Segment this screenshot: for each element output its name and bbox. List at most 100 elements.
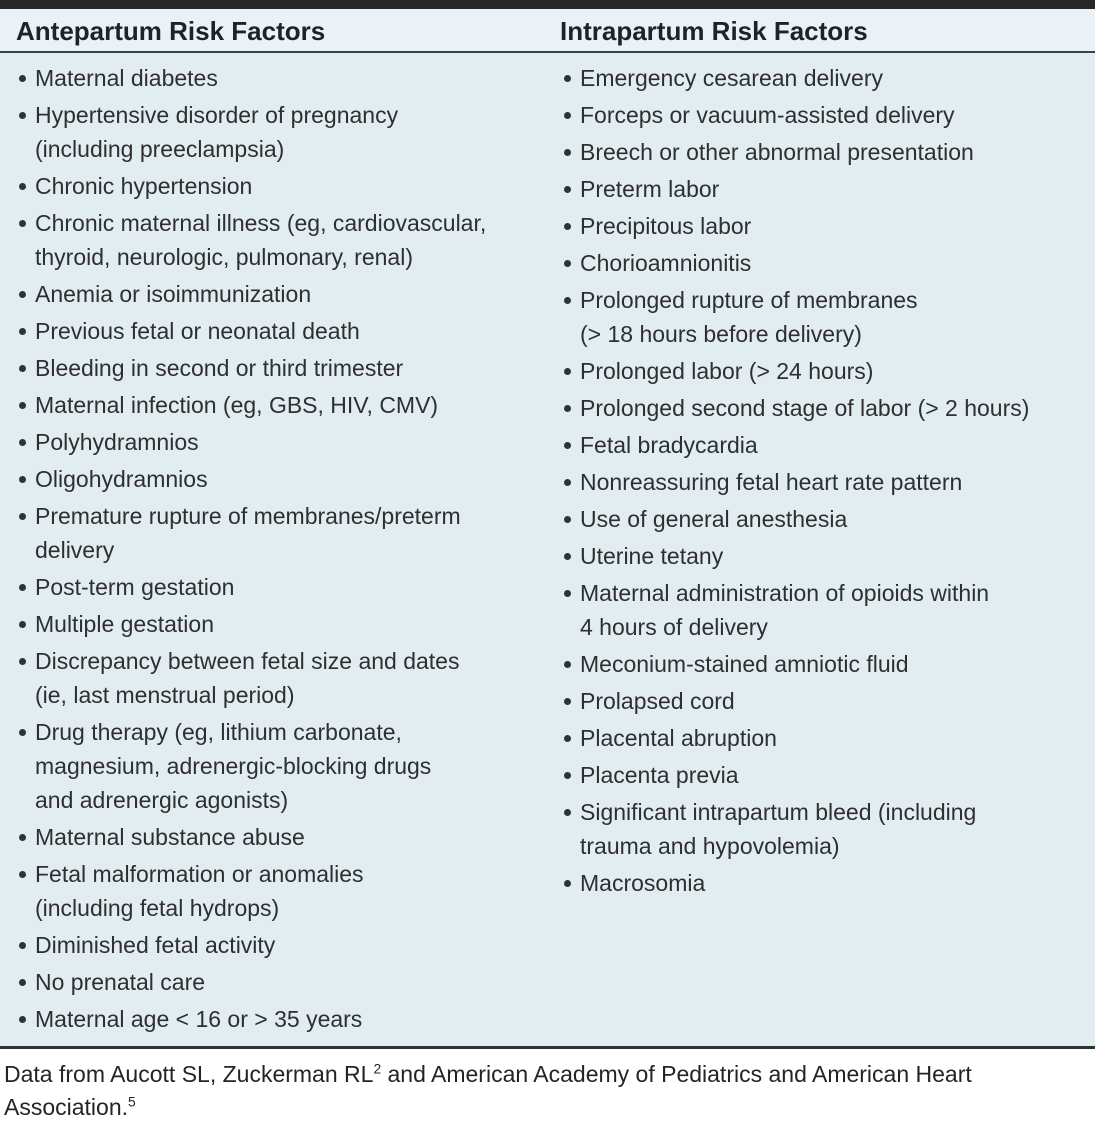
bullet-icon	[19, 291, 26, 298]
risk-factor-item: Prolonged rupture of membranes (> 18 hou…	[559, 283, 1088, 351]
antepartum-column-header: Antepartum Risk Factors	[16, 16, 326, 46]
bullet-icon	[564, 809, 571, 816]
risk-factor-text: Diminished fetal activity	[35, 932, 276, 958]
risk-factor-item: Macrosomia	[559, 866, 1088, 900]
risk-factor-item: Maternal diabetes	[14, 61, 541, 95]
risk-factor-text: Placental abruption	[580, 725, 777, 751]
bullet-icon	[564, 368, 571, 375]
risk-factor-text: Preterm labor	[580, 176, 720, 202]
risk-factor-item: Meconium-stained amniotic fluid	[559, 647, 1088, 681]
intrapartum-column-header: Intrapartum Risk Factors	[560, 16, 868, 46]
risk-factor-item: Premature rupture of membranes/preterm d…	[14, 499, 541, 567]
risk-factor-text: Breech or other abnormal presentation	[580, 139, 974, 165]
risk-factor-text: Macrosomia	[580, 870, 706, 896]
risk-factor-item: Bleeding in second or third trimester	[14, 351, 541, 385]
bullet-icon	[19, 1016, 26, 1023]
risk-factor-item: Prolonged second stage of labor (> 2 hou…	[559, 391, 1088, 425]
risk-factor-item: Multiple gestation	[14, 607, 541, 641]
risk-factor-text: Maternal infection (eg, GBS, HIV, CMV)	[35, 392, 439, 418]
bullet-icon	[19, 942, 26, 949]
risk-factor-text: Precipitous labor	[580, 213, 752, 239]
bullet-icon	[19, 75, 26, 82]
bullet-icon	[564, 442, 571, 449]
footnote-reference-2: 2	[373, 1061, 382, 1077]
risk-factor-text: No prenatal care	[35, 969, 206, 995]
risk-factor-text: Previous fetal or neonatal death	[35, 318, 360, 344]
bullet-icon	[564, 553, 571, 560]
table-body: Maternal diabetes Hypertensive disorder o…	[0, 53, 1095, 1046]
bullet-icon	[564, 880, 571, 887]
bullet-icon	[564, 186, 571, 193]
risk-factor-text: Placenta previa	[580, 762, 739, 788]
risk-factor-item: Forceps or vacuum-assisted delivery	[559, 98, 1088, 132]
bullet-icon	[564, 516, 571, 523]
risk-factor-item: Oligohydramnios	[14, 462, 541, 496]
risk-factor-text: Maternal age < 16 or > 35 years	[35, 1006, 363, 1032]
risk-factor-text: Polyhydramnios	[35, 429, 199, 455]
risk-factor-item: Polyhydramnios	[14, 425, 541, 459]
antepartum-risk-list: Maternal diabetes Hypertensive disorder o…	[0, 61, 547, 1036]
risk-factor-text: Prolonged rupture of membranes (> 18 hou…	[580, 287, 918, 347]
risk-factor-text: Use of general anesthesia	[580, 506, 848, 532]
risk-factor-text: Drug therapy (eg, lithium carbonate, mag…	[35, 719, 432, 813]
risk-factor-text: Uterine tetany	[580, 543, 724, 569]
bullet-icon	[564, 661, 571, 668]
risk-factor-text: Forceps or vacuum-assisted delivery	[580, 102, 955, 128]
risk-factor-item: Previous fetal or neonatal death	[14, 314, 541, 348]
bullet-icon	[19, 220, 26, 227]
intrapartum-column: Emergency cesarean delivery Forceps or va…	[547, 61, 1094, 1046]
risk-factor-item: Maternal age < 16 or > 35 years	[14, 1002, 541, 1036]
risk-factor-item: Uterine tetany	[559, 539, 1088, 573]
risk-factor-item: Post-term gestation	[14, 570, 541, 604]
risk-factor-item: Drug therapy (eg, lithium carbonate, mag…	[14, 715, 541, 817]
risk-factor-text: Maternal diabetes	[35, 65, 218, 91]
risk-factor-item: Significant intrapartum bleed (including…	[559, 795, 1088, 863]
risk-factor-item: Maternal infection (eg, GBS, HIV, CMV)	[14, 388, 541, 422]
risk-factor-text: Anemia or isoimmunization	[35, 281, 312, 307]
risk-factor-item: Chronic maternal illness (eg, cardiovasc…	[14, 206, 541, 274]
intrapartum-risk-list: Emergency cesarean delivery Forceps or va…	[547, 61, 1094, 900]
bullet-icon	[564, 260, 571, 267]
bullet-icon	[564, 112, 571, 119]
risk-factor-item: Anemia or isoimmunization	[14, 277, 541, 311]
bullet-icon	[564, 149, 571, 156]
risk-factor-item: Hypertensive disorder of pregnancy (incl…	[14, 98, 541, 166]
risk-factor-text: Chronic hypertension	[35, 173, 253, 199]
bullet-icon	[19, 112, 26, 119]
bullet-icon	[19, 476, 26, 483]
risk-factor-text: Oligohydramnios	[35, 466, 208, 492]
risk-factor-item: Nonreassuring fetal heart rate pattern	[559, 465, 1088, 499]
risk-factor-item: No prenatal care	[14, 965, 541, 999]
bullet-icon	[564, 698, 571, 705]
risk-factor-item: Maternal substance abuse	[14, 820, 541, 854]
risk-factor-text: Emergency cesarean delivery	[580, 65, 883, 91]
bullet-icon	[564, 405, 571, 412]
footnote: Data from Aucott SL, Zuckerman RL2 and A…	[0, 1046, 1095, 1124]
risk-factor-item: Maternal administration of opioids withi…	[559, 576, 1088, 644]
risk-factor-text: Prolonged second stage of labor (> 2 hou…	[580, 395, 1030, 421]
bullet-icon	[19, 365, 26, 372]
bullet-icon	[564, 590, 571, 597]
bullet-icon	[19, 621, 26, 628]
risk-factor-text: Bleeding in second or third trimester	[35, 355, 404, 381]
risk-factor-text: Prolapsed cord	[580, 688, 735, 714]
risk-factor-text: Multiple gestation	[35, 611, 214, 637]
bullet-icon	[19, 584, 26, 591]
bullet-icon	[19, 871, 26, 878]
risk-factor-text: Hypertensive disorder of pregnancy (incl…	[35, 102, 399, 162]
bullet-icon	[19, 729, 26, 736]
risk-factor-text: Prolonged labor (> 24 hours)	[580, 358, 874, 384]
bullet-icon	[564, 772, 571, 779]
risk-factor-text: Post-term gestation	[35, 574, 235, 600]
risk-factor-text: Maternal administration of opioids withi…	[580, 580, 990, 640]
bullet-icon	[19, 513, 26, 520]
risk-factor-item: Fetal malformation or anomalies (includi…	[14, 857, 541, 925]
risk-factor-item: Placenta previa	[559, 758, 1088, 792]
bullet-icon	[564, 223, 571, 230]
risk-factor-item: Chorioamnionitis	[559, 246, 1088, 280]
risk-factor-item: Placental abruption	[559, 721, 1088, 755]
risk-factor-text: Chorioamnionitis	[580, 250, 752, 276]
bullet-icon	[564, 297, 571, 304]
risk-factor-item: Chronic hypertension	[14, 169, 541, 203]
bullet-icon	[564, 75, 571, 82]
